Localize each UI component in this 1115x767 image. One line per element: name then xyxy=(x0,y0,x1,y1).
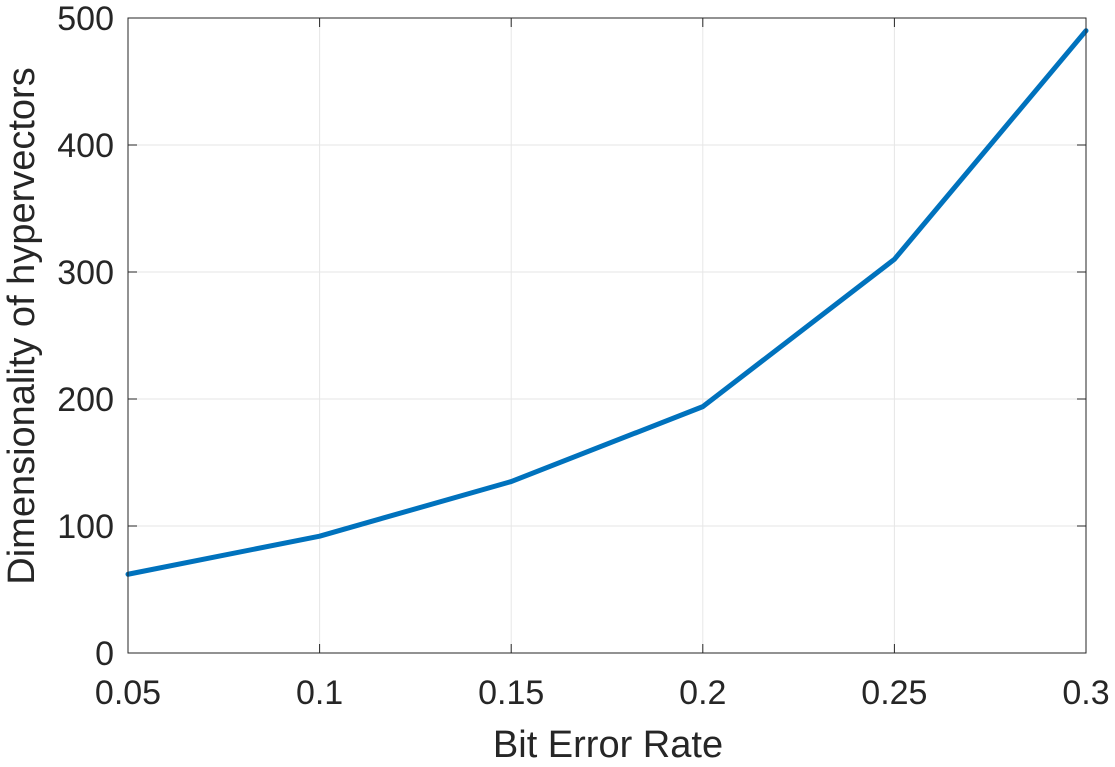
y-tick-label: 100 xyxy=(57,508,114,546)
plot-area xyxy=(125,28,1089,577)
x-tick-label: 0.2 xyxy=(679,674,726,712)
y-tick-label: 300 xyxy=(57,254,114,292)
x-axis-label: Bit Error Rate xyxy=(493,724,723,766)
x-tick-label: 0.1 xyxy=(296,674,343,712)
y-axis-ticks: 0 100 200 300 400 500 xyxy=(57,0,1086,673)
x-tick-label: 0.15 xyxy=(478,674,544,712)
axes xyxy=(127,17,1087,654)
series-line xyxy=(125,28,1089,577)
y-tick-label: 0 xyxy=(95,635,114,673)
y-tick-label: 500 xyxy=(57,0,114,38)
y-tick-label: 200 xyxy=(57,381,114,419)
axes-box xyxy=(127,17,1087,654)
x-axis-ticks: 0.05 0.1 0.15 0.2 0.25 0.3 xyxy=(95,18,1110,712)
grid-lines xyxy=(127,17,1087,654)
y-tick-label: 400 xyxy=(57,127,114,165)
y-axis-label: Dimensionality of hypervectors xyxy=(1,67,43,584)
x-tick-label: 0.05 xyxy=(95,674,161,712)
x-tick-label: 0.3 xyxy=(1062,674,1109,712)
x-tick-label: 0.25 xyxy=(861,674,927,712)
